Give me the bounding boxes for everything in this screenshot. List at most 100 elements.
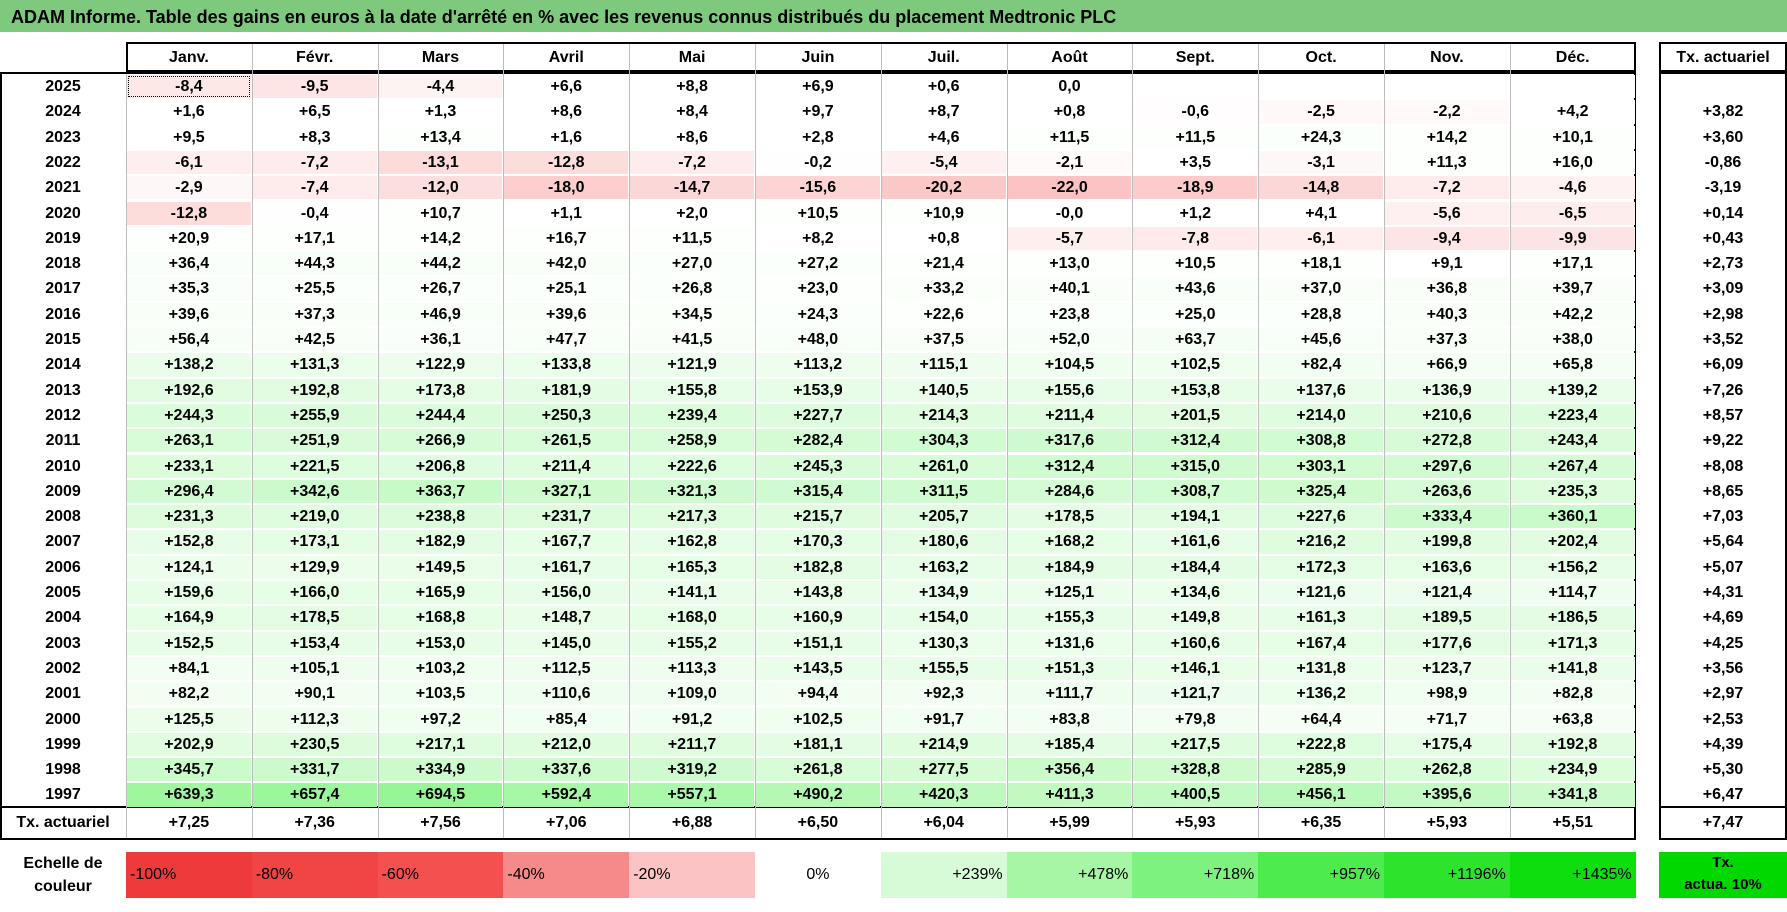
- table-cell[interactable]: +160,6: [1133, 631, 1258, 655]
- table-cell[interactable]: +694,5: [378, 783, 503, 807]
- table-cell[interactable]: +341,8: [1510, 783, 1635, 807]
- table-cell[interactable]: +201,5: [1133, 403, 1258, 428]
- table-cell[interactable]: +41,5: [630, 328, 754, 352]
- table-cell[interactable]: -3,1: [1259, 150, 1383, 175]
- table-cell[interactable]: +217,1: [378, 732, 503, 757]
- table-cell[interactable]: +194,1: [1133, 505, 1258, 529]
- table-cell[interactable]: +44,2: [378, 252, 503, 276]
- table-cell[interactable]: +180,6: [881, 530, 1006, 554]
- table-cell[interactable]: -18,9: [1133, 176, 1258, 200]
- table-cell[interactable]: +40,1: [1007, 277, 1132, 301]
- table-cell[interactable]: +129,9: [252, 555, 377, 579]
- table-cell[interactable]: +151,1: [756, 631, 880, 655]
- table-cell[interactable]: +133,8: [504, 353, 629, 377]
- table-cell[interactable]: +112,3: [252, 707, 377, 731]
- table-cell[interactable]: -0,0: [1007, 201, 1132, 225]
- table-cell[interactable]: +202,9: [127, 732, 251, 757]
- table-cell[interactable]: +221,5: [252, 454, 377, 478]
- table-cell[interactable]: +333,4: [1385, 505, 1509, 529]
- table-cell[interactable]: +239,4: [630, 403, 754, 428]
- row-tx-actuariel[interactable]: +3,52: [1702, 331, 1744, 348]
- row-tx-actuariel[interactable]: +7,03: [1702, 508, 1744, 526]
- table-cell[interactable]: +39,6: [127, 302, 251, 326]
- row-tx-actuariel[interactable]: +5,64: [1702, 533, 1744, 551]
- row-tx-actuariel[interactable]: +8,65: [1702, 482, 1744, 500]
- table-cell[interactable]: +8,4: [630, 100, 754, 124]
- row-tx-actuariel[interactable]: +6,09: [1702, 356, 1744, 374]
- table-cell[interactable]: +17,1: [252, 226, 377, 251]
- table-cell[interactable]: +152,8: [127, 530, 251, 554]
- table-cell[interactable]: +125,5: [127, 707, 251, 731]
- table-cell[interactable]: +141,1: [630, 581, 754, 605]
- table-cell[interactable]: +9,5: [127, 125, 251, 149]
- table-cell[interactable]: +21,4: [881, 252, 1006, 276]
- table-cell[interactable]: +356,4: [1007, 758, 1132, 782]
- tx-row-cell[interactable]: +7,06: [546, 814, 587, 831]
- table-cell[interactable]: +4,1: [1259, 201, 1383, 225]
- table-cell[interactable]: +328,8: [1133, 758, 1258, 782]
- table-cell[interactable]: +23,8: [1007, 302, 1132, 326]
- table-cell[interactable]: +317,6: [1007, 429, 1132, 453]
- table-cell[interactable]: +327,1: [504, 479, 629, 504]
- table-cell[interactable]: +243,4: [1510, 429, 1635, 453]
- table-cell[interactable]: +6,9: [756, 75, 880, 99]
- table-cell[interactable]: +90,1: [252, 682, 377, 706]
- table-cell[interactable]: +155,3: [1007, 606, 1132, 630]
- table-cell[interactable]: -0,6: [1133, 100, 1258, 124]
- table-cell[interactable]: +134,6: [1133, 581, 1258, 605]
- table-cell[interactable]: +35,3: [127, 277, 251, 301]
- row-tx-actuariel[interactable]: +8,57: [1702, 406, 1744, 424]
- table-cell[interactable]: +131,8: [1259, 656, 1383, 681]
- table-cell[interactable]: +219,0: [252, 505, 377, 529]
- table-cell[interactable]: -2,2: [1385, 100, 1509, 124]
- table-cell[interactable]: 0,0: [1007, 75, 1132, 99]
- table-cell[interactable]: +411,3: [1007, 783, 1132, 807]
- table-cell[interactable]: +83,8: [1007, 707, 1132, 731]
- table-cell[interactable]: +149,8: [1133, 606, 1258, 630]
- table-cell[interactable]: +91,2: [630, 707, 754, 731]
- table-cell[interactable]: +130,3: [881, 631, 1006, 655]
- table-cell[interactable]: +395,6: [1385, 783, 1509, 807]
- table-cell[interactable]: +297,6: [1385, 454, 1509, 478]
- table-cell[interactable]: +98,9: [1385, 682, 1509, 706]
- table-cell[interactable]: +400,5: [1133, 783, 1258, 807]
- table-cell[interactable]: +131,6: [1007, 631, 1132, 655]
- table-cell[interactable]: +123,7: [1385, 656, 1509, 681]
- table-cell[interactable]: +2,0: [630, 201, 754, 225]
- table-cell[interactable]: +557,1: [630, 783, 754, 807]
- table-cell[interactable]: +214,0: [1259, 403, 1383, 428]
- table-cell[interactable]: +250,3: [504, 403, 629, 428]
- table-cell[interactable]: +285,9: [1259, 758, 1383, 782]
- table-cell[interactable]: +27,0: [630, 252, 754, 276]
- table-cell[interactable]: -13,1: [378, 150, 503, 175]
- row-tx-actuariel[interactable]: +3,09: [1702, 280, 1744, 298]
- tx-row-cell[interactable]: +5,99: [1049, 814, 1090, 831]
- table-cell[interactable]: +189,5: [1385, 606, 1509, 630]
- table-cell[interactable]: +14,2: [378, 226, 503, 251]
- table-cell[interactable]: +8,6: [504, 100, 629, 124]
- table-cell[interactable]: -7,8: [1133, 226, 1258, 251]
- table-cell[interactable]: +1,2: [1133, 201, 1258, 225]
- table-cell[interactable]: +456,1: [1259, 783, 1383, 807]
- row-tx-actuariel[interactable]: -3,19: [1704, 179, 1742, 197]
- table-cell[interactable]: +217,3: [630, 505, 754, 529]
- table-cell[interactable]: +222,6: [630, 454, 754, 478]
- row-tx-actuariel[interactable]: +0,14: [1702, 204, 1744, 222]
- table-cell[interactable]: +161,3: [1259, 606, 1383, 630]
- table-cell[interactable]: +36,4: [127, 252, 251, 276]
- table-cell[interactable]: +178,5: [1007, 505, 1132, 529]
- table-cell[interactable]: +102,5: [1133, 353, 1258, 377]
- table-cell[interactable]: +103,2: [378, 656, 503, 681]
- table-cell[interactable]: +206,8: [378, 454, 503, 478]
- table-cell[interactable]: +10,5: [756, 201, 880, 225]
- table-cell[interactable]: +261,8: [756, 758, 880, 782]
- table-cell[interactable]: +42,5: [252, 328, 377, 352]
- table-cell[interactable]: +210,6: [1385, 403, 1509, 428]
- table-cell[interactable]: +168,0: [630, 606, 754, 630]
- table-cell[interactable]: +161,6: [1133, 530, 1258, 554]
- table-cell[interactable]: -2,1: [1007, 150, 1132, 175]
- table-cell[interactable]: +0,8: [881, 226, 1006, 251]
- table-cell[interactable]: +230,5: [252, 732, 377, 757]
- row-tx-actuariel[interactable]: +0,43: [1702, 229, 1744, 247]
- table-cell[interactable]: +277,5: [881, 758, 1006, 782]
